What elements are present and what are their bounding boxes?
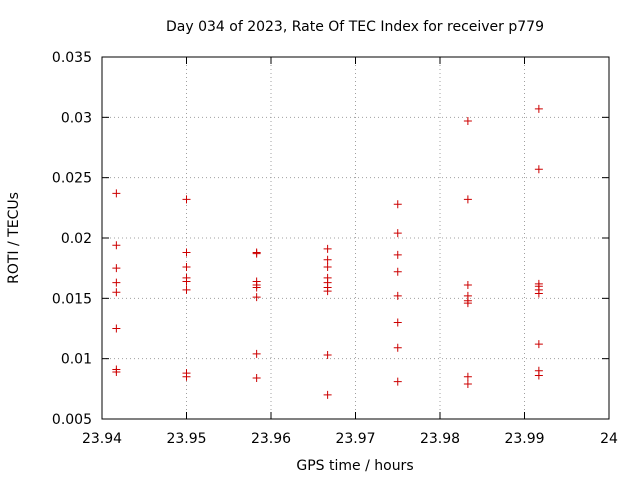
data-point <box>182 248 191 257</box>
data-point <box>112 189 121 198</box>
y-tick-label: 0.005 <box>52 412 92 428</box>
data-point <box>393 250 402 259</box>
data-point <box>112 241 121 250</box>
data-point <box>463 299 472 308</box>
y-tick-label: 0.02 <box>61 231 92 247</box>
data-point <box>323 287 332 296</box>
y-tick-label: 0.01 <box>61 352 92 368</box>
data-point <box>323 255 332 264</box>
data-points <box>112 104 543 399</box>
x-tick-label: 24 <box>600 431 618 447</box>
y-tick-label: 0.03 <box>61 110 92 126</box>
data-point <box>252 373 261 382</box>
data-point <box>534 104 543 113</box>
data-point <box>112 278 121 287</box>
gridlines <box>102 57 609 419</box>
data-point <box>182 262 191 271</box>
axis-ticks: 0.005 0.01 0.015 0.02 0.025 0.03 0.035 23.94 23.… <box>52 50 618 447</box>
x-tick-label: 23.99 <box>504 431 544 447</box>
data-point <box>393 318 402 327</box>
data-point <box>534 340 543 349</box>
y-tick-label: 0.025 <box>52 171 92 187</box>
x-tick-label: 23.95 <box>166 431 206 447</box>
data-point <box>534 371 543 380</box>
data-point <box>393 377 402 386</box>
data-point <box>252 349 261 358</box>
data-point <box>182 195 191 204</box>
x-axis-label: GPS time / hours <box>296 458 413 474</box>
x-tick-label: 23.94 <box>82 431 122 447</box>
data-point <box>534 289 543 298</box>
data-point <box>252 249 261 258</box>
data-point <box>112 264 121 273</box>
data-point <box>112 324 121 333</box>
x-tick-label: 23.98 <box>420 431 460 447</box>
data-point <box>323 351 332 360</box>
data-point <box>393 291 402 300</box>
data-point <box>323 262 332 271</box>
data-point <box>463 372 472 381</box>
data-point <box>393 267 402 276</box>
data-point <box>463 281 472 290</box>
x-tick-label: 23.96 <box>251 431 291 447</box>
data-point <box>393 200 402 209</box>
data-point <box>252 283 261 292</box>
data-point <box>182 285 191 294</box>
x-tick-label: 23.97 <box>335 431 375 447</box>
data-point <box>112 367 121 376</box>
data-point <box>534 165 543 174</box>
data-point <box>323 244 332 253</box>
data-point <box>323 390 332 399</box>
data-point <box>182 372 191 381</box>
data-point <box>463 116 472 125</box>
data-point <box>252 293 261 302</box>
data-point <box>463 195 472 204</box>
data-point <box>393 229 402 238</box>
data-point <box>393 343 402 352</box>
data-point <box>112 288 121 297</box>
y-axis-label: ROTI / TECUs <box>6 192 22 284</box>
data-point <box>463 380 472 389</box>
y-tick-label: 0.015 <box>52 291 92 307</box>
y-tick-label: 0.035 <box>52 50 92 66</box>
chart-title: Day 034 of 2023, Rate Of TEC Index for r… <box>166 19 544 35</box>
data-point <box>182 277 191 286</box>
